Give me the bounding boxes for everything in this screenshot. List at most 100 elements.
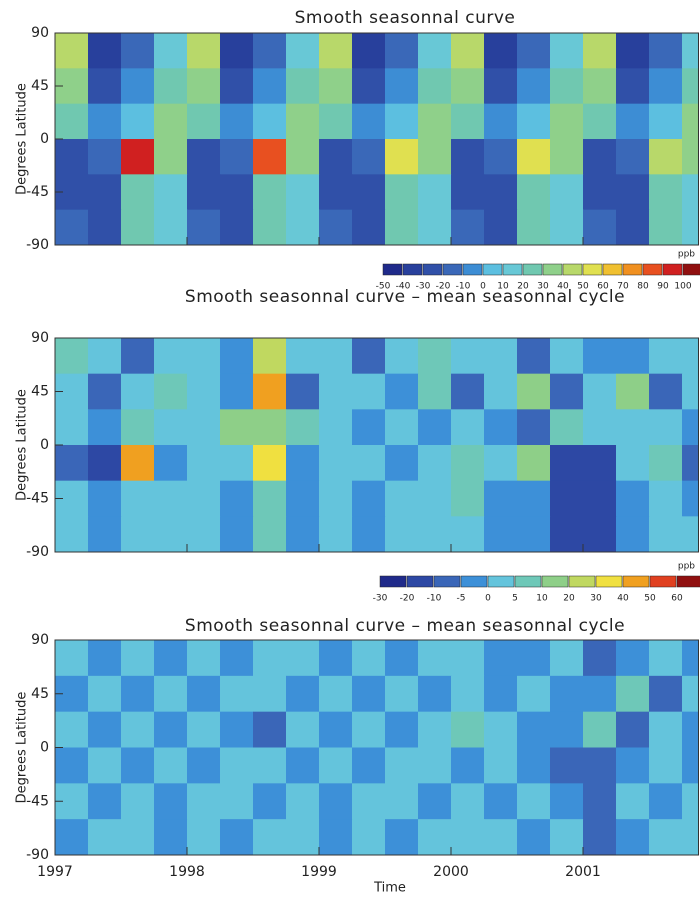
- cell: [121, 516, 155, 552]
- cell: [451, 675, 485, 713]
- cell: [385, 103, 419, 140]
- cell: [418, 445, 452, 482]
- cell: [649, 33, 683, 69]
- cell: [187, 711, 221, 748]
- colorbar-box: [662, 263, 683, 276]
- cell: [220, 103, 254, 140]
- cell: [286, 640, 320, 677]
- cell: [484, 819, 518, 855]
- cell: [616, 174, 650, 211]
- cell: [616, 445, 650, 482]
- cell: [319, 409, 353, 446]
- colorbar-label: 80: [637, 282, 649, 292]
- cell: [253, 711, 287, 748]
- cell: [121, 445, 155, 482]
- cell: [451, 103, 485, 140]
- cell: [418, 480, 452, 517]
- cell: [253, 338, 287, 375]
- cell: [682, 783, 699, 820]
- cell: [352, 103, 386, 140]
- cell: [352, 747, 386, 784]
- cell: [88, 409, 122, 446]
- y-tick-label: -45: [26, 184, 49, 200]
- colorbar-box: [402, 263, 423, 276]
- cell: [220, 338, 254, 375]
- cell: [352, 409, 386, 446]
- cell: [583, 675, 617, 713]
- cell: [286, 783, 320, 820]
- cell: [220, 409, 254, 446]
- cell: [550, 640, 584, 677]
- cell: [418, 33, 452, 69]
- cell: [682, 33, 699, 69]
- cell: [649, 819, 683, 855]
- cell: [649, 480, 683, 517]
- cell: [385, 174, 419, 211]
- cell: [319, 209, 353, 245]
- cell: [154, 139, 188, 175]
- cell: [451, 747, 485, 784]
- cell: [451, 68, 485, 105]
- cell: [385, 747, 419, 784]
- colorbar-label: 40: [557, 282, 569, 292]
- colorbar-box: [433, 575, 461, 588]
- cell: [418, 139, 452, 175]
- cell: [484, 445, 518, 482]
- cell: [385, 783, 419, 820]
- cell: [88, 480, 122, 517]
- cell: [517, 480, 551, 517]
- cell: [55, 711, 89, 748]
- cell: [154, 516, 188, 552]
- cell: [583, 480, 617, 517]
- cell: [484, 209, 518, 245]
- cell: [418, 174, 452, 211]
- cell: [517, 338, 551, 375]
- colorbar-box: [642, 263, 663, 276]
- cell: [583, 819, 617, 855]
- y-tick-label: -90: [26, 847, 49, 863]
- cell: [649, 68, 683, 105]
- cell: [55, 819, 89, 855]
- cell: [484, 174, 518, 211]
- y-tick-label: 90: [31, 330, 49, 346]
- cell: [121, 33, 155, 69]
- colorbar-label: 0: [480, 282, 486, 292]
- cell: [649, 747, 683, 784]
- cell: [88, 445, 122, 482]
- cell: [154, 373, 188, 410]
- cell: [352, 174, 386, 211]
- colorbar-label: 70: [617, 282, 629, 292]
- colorbar-label: -50: [376, 282, 391, 292]
- cell: [682, 209, 699, 245]
- cell: [253, 373, 287, 410]
- y-tick-label: -45: [26, 793, 49, 809]
- cell: [550, 338, 584, 375]
- cell: [88, 747, 122, 784]
- cell: [286, 338, 320, 375]
- cell: [385, 675, 419, 713]
- cell: [352, 783, 386, 820]
- colorbar-label: 50: [577, 282, 589, 292]
- chart-title: Smooth seasonnal curve – mean seasonnal …: [185, 616, 625, 636]
- colorbar-label: -40: [396, 282, 411, 292]
- cell: [484, 68, 518, 105]
- cell: [451, 209, 485, 245]
- cell: [352, 209, 386, 245]
- cell: [55, 409, 89, 446]
- cell: [220, 33, 254, 69]
- heatmap-cells: [55, 640, 699, 855]
- cell: [319, 480, 353, 517]
- cell: [484, 33, 518, 69]
- cell: [88, 819, 122, 855]
- cell: [484, 675, 518, 713]
- cell: [451, 409, 485, 446]
- cell: [550, 516, 584, 552]
- x-tick-label: 1999: [301, 864, 337, 880]
- cell: [220, 640, 254, 677]
- cell: [484, 711, 518, 748]
- cell: [319, 68, 353, 105]
- cell: [55, 209, 89, 245]
- cell: [253, 103, 287, 140]
- colorbar-label: 30: [537, 282, 549, 292]
- cell: [352, 516, 386, 552]
